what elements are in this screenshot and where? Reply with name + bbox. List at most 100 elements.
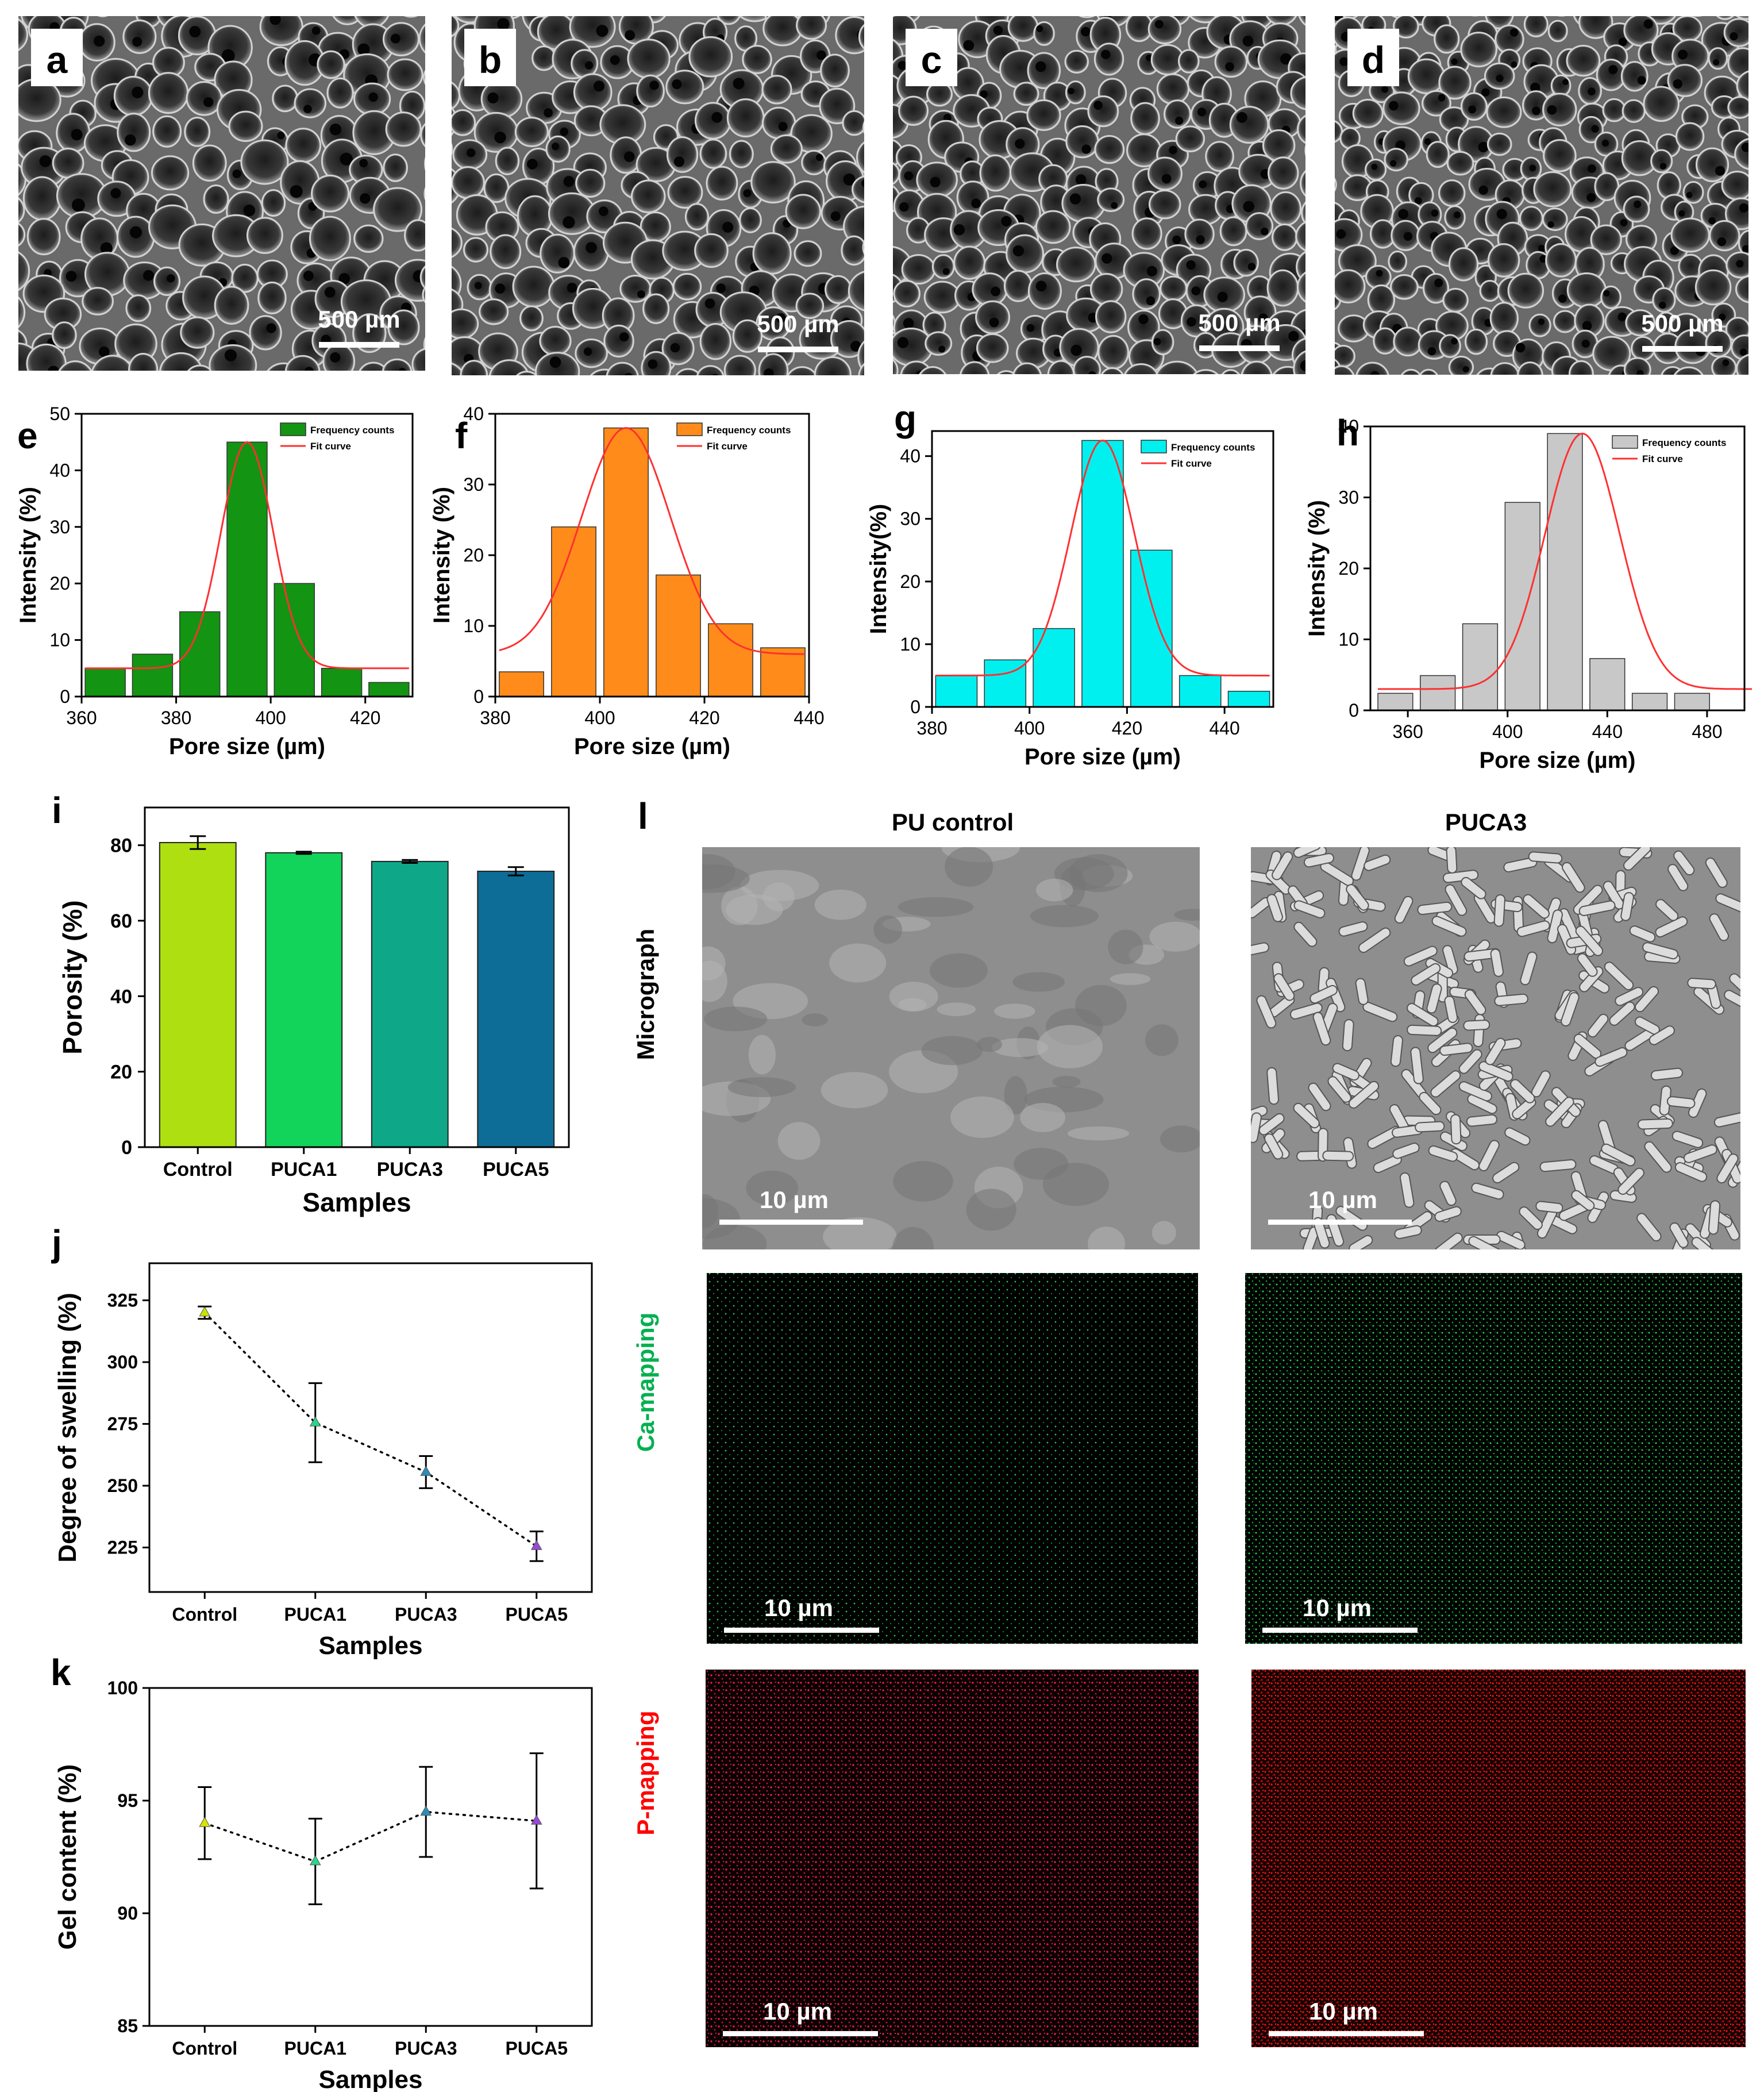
surface-feature <box>1037 1025 1103 1068</box>
rod-crystal <box>1523 894 1550 919</box>
sem-pore <box>694 233 729 268</box>
x-tick-label: 440 <box>794 707 824 728</box>
sem-pore-hole <box>498 0 509 7</box>
sem-pore-hole <box>1390 160 1397 167</box>
sem-pore-hole <box>142 270 154 281</box>
scale-bar <box>758 347 838 352</box>
sem-pore-hole <box>871 129 879 137</box>
sem-pore <box>1446 151 1474 176</box>
sem-pore-hole <box>494 131 506 144</box>
sem-pore <box>1268 156 1299 190</box>
sem-pore-hole <box>1103 16 1112 18</box>
sem-pore <box>317 50 345 79</box>
rod-crystal <box>1348 1080 1380 1109</box>
rod-crystal <box>1327 1076 1351 1103</box>
surface-feature <box>937 1002 976 1017</box>
sem-pore <box>192 144 227 182</box>
sem-pore-hole <box>1068 87 1074 95</box>
row-label: P-mapping <box>632 1711 659 1836</box>
mapping-image: 10 µm <box>702 847 1200 1249</box>
sem-pore <box>723 355 756 375</box>
histogram-bar <box>935 675 978 707</box>
sem-pore <box>1727 96 1748 119</box>
x-tick-label: 420 <box>350 707 380 728</box>
sem-pore <box>1304 144 1305 156</box>
sem-pore <box>1147 16 1182 45</box>
surface-feature <box>1004 1076 1027 1115</box>
sem-pore <box>1486 132 1512 156</box>
rod-crystal <box>1342 1019 1354 1052</box>
sem-pore-hole <box>1371 163 1378 170</box>
sem-pore <box>1373 327 1397 355</box>
sem-pore-hole <box>1186 260 1196 270</box>
rod-crystal <box>1439 1180 1457 1206</box>
x-tick-label: PUCA1 <box>284 2038 346 2059</box>
rod-crystal <box>1444 995 1458 1023</box>
sem-pore-hole <box>1324 35 1332 43</box>
sem-pore-hole <box>1496 74 1504 82</box>
data-point <box>309 1855 321 1866</box>
sem-pore-hole <box>1036 25 1043 32</box>
sem-pore <box>91 355 134 371</box>
sem-pore <box>311 174 350 213</box>
sem-pore <box>642 293 670 324</box>
sem-pore-hole <box>1715 166 1726 176</box>
sem-pore-hole <box>1587 164 1596 173</box>
sem-pore-hole <box>1591 125 1599 133</box>
sem-pore <box>383 153 409 182</box>
chart-f-pore-size: 380 400 420 440 0 10 20 30 40 Pore size (µm) Inten… <box>429 403 825 759</box>
sem-pore <box>463 237 489 263</box>
sem-pore-hole <box>1260 227 1269 236</box>
sem-pore-hole <box>359 159 368 168</box>
sem-pore-hole <box>290 185 303 198</box>
surface-feature <box>1145 1024 1178 1056</box>
sem-pore-hole <box>1739 348 1747 356</box>
sem-pore <box>261 189 286 217</box>
plot-frame <box>144 806 570 1148</box>
data-point <box>530 1540 542 1550</box>
y-axis-label: Intensity(%) <box>866 504 891 634</box>
sem-pore <box>835 16 864 55</box>
rod-crystal <box>1650 1067 1684 1081</box>
scale-bar <box>1642 346 1723 352</box>
sem-pore <box>1012 362 1042 374</box>
sem-pore <box>1448 247 1479 282</box>
sem-pore <box>382 22 420 57</box>
sem-pore-hole <box>1722 359 1730 367</box>
sem-pore <box>1643 86 1680 122</box>
sem-pore <box>18 251 30 291</box>
sem-pore <box>1486 96 1522 128</box>
sem-pore <box>382 358 413 371</box>
surface-feature <box>1052 1075 1081 1088</box>
sem-pore <box>1164 99 1192 129</box>
sem-pore <box>1384 148 1408 172</box>
sem-pore <box>893 314 896 332</box>
sem-pore <box>1711 355 1737 375</box>
sem-pore-hole <box>0 120 2 128</box>
sem-pore <box>848 271 864 312</box>
rod-crystal <box>1434 1206 1462 1222</box>
sem-pore <box>1438 66 1472 100</box>
sem-pore <box>1693 16 1703 17</box>
row-label: Ca-mapping <box>632 1313 659 1452</box>
sem-pore-hole <box>637 290 645 298</box>
sem-pore <box>1205 141 1234 172</box>
elemental-map <box>706 1670 1199 2047</box>
y-tick-label: 40 <box>110 986 132 1007</box>
x-axis-label: Pore size (µm) <box>574 734 730 759</box>
sem-pore <box>684 203 710 230</box>
sem-pore <box>603 324 634 358</box>
sem-pore-hole <box>815 153 823 161</box>
micrograph-texture <box>702 847 1200 1249</box>
sem-pore-hole <box>830 211 841 221</box>
sem-pore <box>1160 275 1188 302</box>
sem-pore <box>1335 365 1355 375</box>
rod-crystal <box>1493 894 1505 927</box>
sem-pore-hole <box>1243 201 1254 213</box>
histogram-bar <box>760 647 806 697</box>
sem-pore <box>540 233 575 274</box>
y-tick-label: 300 <box>107 1352 138 1372</box>
sem-pore-hole <box>1667 377 1674 383</box>
sem-pore <box>857 340 864 373</box>
rod-crystal <box>1490 948 1504 977</box>
